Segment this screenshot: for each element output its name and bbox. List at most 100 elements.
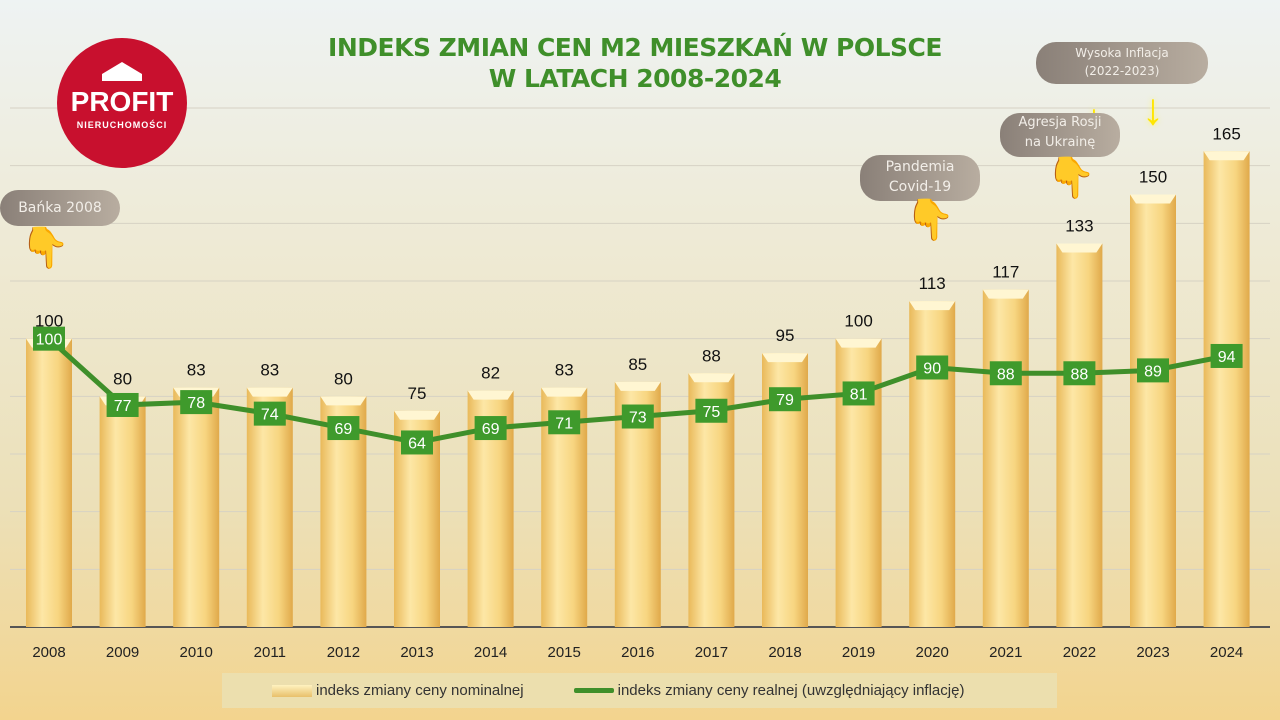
bar-label-2017: 88 <box>702 346 721 365</box>
x-tick-2020: 2020 <box>916 644 949 661</box>
x-tick-2022: 2022 <box>1063 644 1096 661</box>
line-marker-2015 <box>548 410 581 435</box>
annotation-text: na Ukrainę <box>1024 135 1096 150</box>
bar-bevel-2015 <box>541 387 588 397</box>
bar-label-2016: 85 <box>628 355 647 374</box>
bar-bevel-2019 <box>835 338 882 348</box>
annotation-text: Covid-19 <box>888 179 952 195</box>
bar-2022 <box>1056 243 1103 627</box>
legend-label-real: indeks zmiany ceny realnej (uwzględniają… <box>617 682 965 699</box>
bar-2024 <box>1203 151 1250 627</box>
bar-label-2010: 83 <box>187 361 206 380</box>
x-tick-2016: 2016 <box>621 644 654 661</box>
line-marker-2020 <box>916 355 949 380</box>
annotation-text: Wysoka Inflacja <box>1075 46 1169 60</box>
x-tick-2014: 2014 <box>474 644 507 661</box>
bar-bevel-2014 <box>467 390 514 400</box>
bar-label-2019: 100 <box>844 312 872 331</box>
line-label-2021: 88 <box>997 366 1015 383</box>
x-tick-2023: 2023 <box>1136 644 1169 661</box>
line-label-2015: 71 <box>555 415 573 432</box>
line-marker-2018 <box>769 387 801 412</box>
bar-label-2013: 75 <box>408 384 427 403</box>
bar-2008 <box>26 338 72 627</box>
line-marker-2014 <box>474 416 507 441</box>
line-label-2024: 94 <box>1218 349 1236 366</box>
title-line-1: INDEKS ZMIAN CEN M2 MIESZKAŃ W POLSCE <box>328 33 942 62</box>
bar-bevel-2020 <box>909 301 956 311</box>
annotation-agresja: Agresja Rosji na Ukrainę <box>1000 113 1120 157</box>
annotation-text: Bańka 2008 <box>18 200 102 216</box>
x-tick-2017: 2017 <box>695 644 728 661</box>
legend-swatch-nominal <box>272 684 312 697</box>
annotation-text: Agresja Rosji <box>1018 115 1102 130</box>
line-label-2010: 78 <box>187 395 205 412</box>
annotation-text: (2022-2023) <box>1084 64 1160 78</box>
pointing-hand-icon: 👇 <box>905 198 955 242</box>
bar-label-2020: 113 <box>919 274 946 293</box>
title-line-2: W LATACH 2008-2024 <box>488 64 782 93</box>
legend-swatch-real <box>573 688 614 693</box>
pointing-hand-icon: 👇 <box>1046 156 1096 200</box>
annotation-wysoka-inflacja: Wysoka Inflacja (2022-2023) <box>1036 42 1208 84</box>
annotation-banka-2008: Bańka 2008 <box>0 190 120 226</box>
x-tick-2019: 2019 <box>842 644 875 661</box>
bar-bevel-2021 <box>982 289 1029 299</box>
bar-label-2008: 100 <box>35 312 63 331</box>
bar-bevel-2018 <box>762 353 808 363</box>
line-marker-2011 <box>253 401 286 426</box>
logo-subtitle: NIERUCHOMOŚCI <box>76 120 168 130</box>
line-label-2014: 69 <box>482 421 500 438</box>
line-label-2011: 74 <box>261 407 279 424</box>
x-tick-2008: 2008 <box>32 644 65 661</box>
line-label-2020: 90 <box>923 361 941 378</box>
line-marker-2017 <box>695 398 728 423</box>
line-label-2019: 81 <box>850 386 868 403</box>
bar-bevel-2022 <box>1056 243 1103 253</box>
bar-label-2015: 83 <box>555 361 574 380</box>
bar-2020 <box>909 301 956 627</box>
line-label-2008: 100 <box>36 332 63 349</box>
line-label-2018: 79 <box>776 392 794 409</box>
line-label-2022: 88 <box>1071 366 1089 383</box>
line-marker-2012 <box>327 416 360 441</box>
bar-2021 <box>982 289 1029 627</box>
bar-label-2022: 133 <box>1065 217 1093 236</box>
line-label-2013: 64 <box>408 435 426 452</box>
bar-bevel-2011 <box>246 387 293 397</box>
line-label-2009: 77 <box>114 398 132 415</box>
bar-label-2012: 80 <box>334 369 353 388</box>
line-marker-2021 <box>989 361 1022 386</box>
legend-label-nominal: indeks zmiany ceny nominalnej <box>316 682 524 699</box>
legend: indeks zmiany ceny nominalnej indeks zmi… <box>222 673 1057 708</box>
bar-label-2011: 83 <box>260 361 279 380</box>
line-marker-2019 <box>842 381 875 406</box>
x-tick-2010: 2010 <box>180 644 213 661</box>
bar-2023 <box>1130 194 1176 627</box>
bar-bevel-2012 <box>320 396 367 406</box>
line-marker-2010 <box>180 390 213 415</box>
bar-label-2024: 165 <box>1212 124 1240 143</box>
bar-2011 <box>246 387 293 627</box>
annotation-pandemia: Pandemia Covid-19 <box>860 155 980 201</box>
line-label-2023: 89 <box>1144 363 1162 380</box>
line-marker-2024 <box>1210 343 1243 368</box>
x-tick-2011: 2011 <box>254 644 286 661</box>
annotation-text: Pandemia <box>885 159 955 175</box>
chart-title: INDEKS ZMIAN CEN M2 MIESZKAŃ W POLSCE W … <box>250 32 1020 94</box>
logo-brand: PROFIT <box>70 86 174 117</box>
arrow-down-icon: ↓ <box>1142 85 1164 134</box>
bar-bevel-2013 <box>394 410 440 420</box>
line-marker-2008 <box>33 326 65 351</box>
bar-bevel-2023 <box>1130 194 1176 204</box>
pointing-hand-icon: 👇 <box>20 226 70 270</box>
x-tick-2012: 2012 <box>327 644 360 661</box>
line-label-2016: 73 <box>629 410 647 427</box>
x-tick-2009: 2009 <box>106 644 139 661</box>
line-label-2017: 75 <box>703 404 721 421</box>
x-tick-2018: 2018 <box>768 644 801 661</box>
roof-icon <box>102 62 142 74</box>
bar-2010 <box>173 387 220 627</box>
bar-bevel-2017 <box>688 373 735 383</box>
